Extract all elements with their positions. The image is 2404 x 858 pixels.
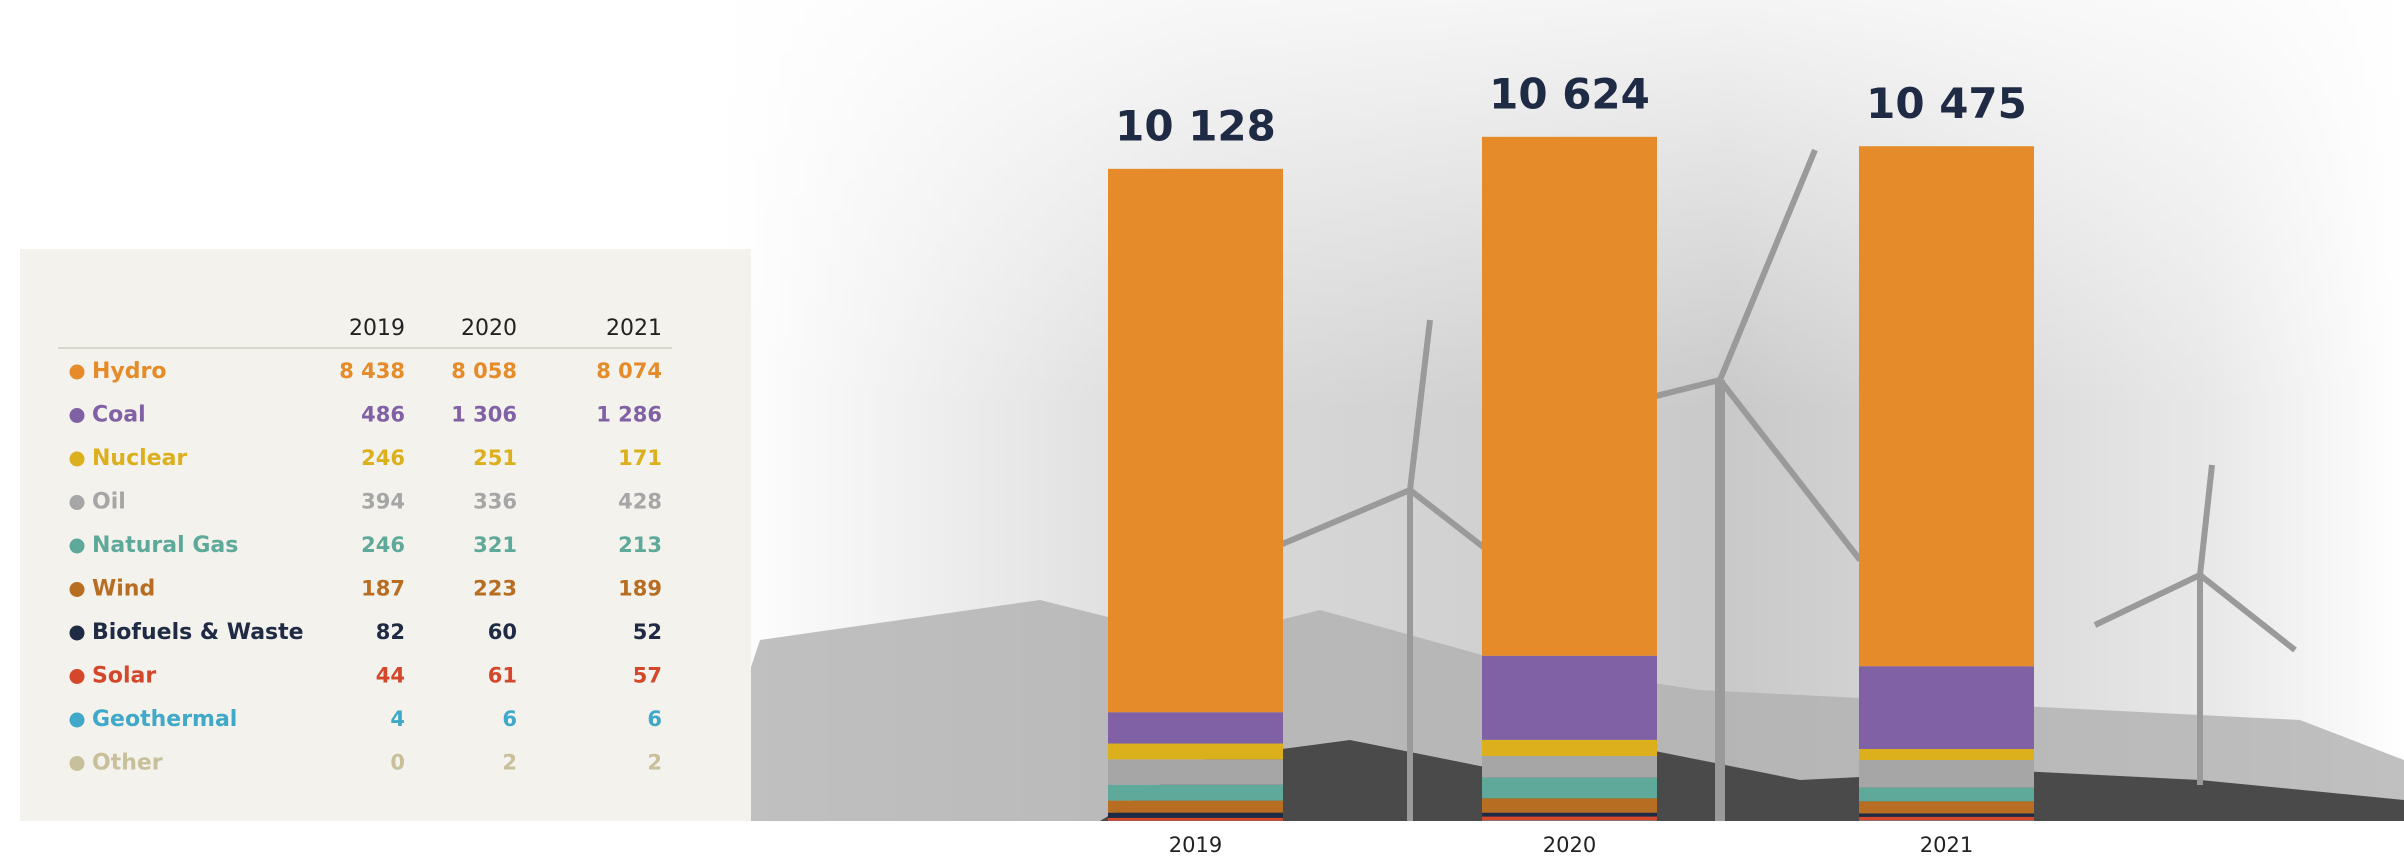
bar-segment <box>1859 813 2034 817</box>
table-panel <box>20 249 751 821</box>
legend-dot <box>69 495 85 510</box>
table-value: 246 <box>361 446 405 470</box>
bar-segment <box>1482 756 1657 778</box>
table-value: 60 <box>488 620 517 644</box>
bar-segment <box>1859 146 2034 667</box>
series-name: Biofuels & Waste <box>92 620 304 645</box>
table-value: 1 286 <box>596 403 662 427</box>
bar-total-label: 10 475 <box>1866 79 2027 128</box>
bar-segment <box>1108 759 1283 785</box>
bar-segment <box>1108 817 1283 821</box>
bar-segment <box>1859 666 2034 750</box>
table-value: 171 <box>618 446 662 470</box>
table-value: 1 306 <box>451 403 517 427</box>
legend-dot <box>69 538 85 554</box>
series-name: Natural Gas <box>92 533 238 558</box>
bar-segment <box>1482 812 1657 817</box>
table-value: 52 <box>633 620 662 644</box>
table-year-header: 2019 <box>349 316 405 341</box>
series-name: Oil <box>92 490 126 515</box>
bar-segment <box>1859 816 2034 821</box>
bar-segment <box>1108 800 1283 813</box>
series-name: Wind <box>92 577 155 602</box>
legend-dot <box>69 364 85 380</box>
table-value: 246 <box>361 533 405 557</box>
series-name: Geothermal <box>92 707 237 732</box>
bar-segment <box>1859 801 2034 814</box>
bar-segment <box>1482 816 1657 821</box>
legend-dot <box>69 582 85 597</box>
bar-segment <box>1108 743 1283 760</box>
table-value: 61 <box>488 664 517 688</box>
bar-segment <box>1482 136 1657 656</box>
x-tick-label: 2021 <box>1920 833 1973 857</box>
table-value: 6 <box>647 707 662 731</box>
series-name: Hydro <box>92 359 166 384</box>
table-year-header: 2020 <box>461 316 517 341</box>
table-value: 57 <box>633 664 662 688</box>
table-value: 428 <box>618 490 662 514</box>
table-value: 82 <box>376 620 405 644</box>
table-value: 486 <box>361 403 405 427</box>
bar-segment <box>1108 784 1283 801</box>
bar-segment <box>1859 760 2034 788</box>
table-value: 2 <box>647 751 662 775</box>
bar-segment <box>1859 787 2034 802</box>
legend-dot <box>69 408 85 423</box>
legend-dot <box>69 625 85 641</box>
table-value: 0 <box>390 751 405 775</box>
bar-total-label: 10 624 <box>1489 69 1650 118</box>
table-value: 8 438 <box>339 359 405 383</box>
table-value: 223 <box>473 577 517 601</box>
table-value: 6 <box>502 707 517 731</box>
bar-segment <box>1482 655 1657 740</box>
bar-segment <box>1482 777 1657 799</box>
legend-dot <box>69 669 85 684</box>
x-tick-label: 2020 <box>1543 833 1596 857</box>
table-value: 44 <box>376 664 405 688</box>
bar-segment <box>1482 798 1657 813</box>
table-value: 187 <box>361 577 405 601</box>
series-name: Coal <box>92 403 146 428</box>
table-value: 251 <box>473 446 517 470</box>
table-value: 213 <box>618 533 662 557</box>
bar-segment <box>1108 712 1283 744</box>
table-value: 8 058 <box>451 359 517 383</box>
table-value: 189 <box>618 577 662 601</box>
bar-segment <box>1108 812 1283 818</box>
bar-segment <box>1108 168 1283 713</box>
table-year-header: 2021 <box>606 316 662 341</box>
series-name: Other <box>92 751 163 776</box>
legend-dot <box>69 756 85 771</box>
series-name: Solar <box>92 664 156 689</box>
legend-dot <box>69 451 85 467</box>
x-tick-label: 2019 <box>1169 833 1222 857</box>
bar-segment <box>1482 739 1657 757</box>
bar-segment <box>1859 749 2034 761</box>
bar-total-label: 10 128 <box>1115 101 1276 150</box>
table-value: 394 <box>361 490 405 514</box>
table-value: 336 <box>473 490 517 514</box>
table-value: 8 074 <box>596 359 662 383</box>
table-value: 4 <box>390 707 405 731</box>
table-value: 2 <box>502 751 517 775</box>
table-value: 321 <box>473 533 517 557</box>
legend-dot <box>69 712 85 728</box>
series-name: Nuclear <box>92 446 187 471</box>
